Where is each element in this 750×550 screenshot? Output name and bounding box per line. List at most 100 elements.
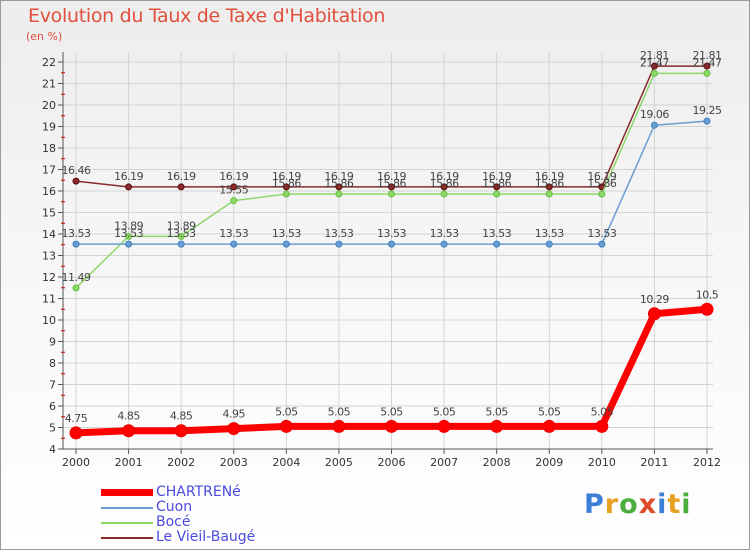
proxiti-logo: Proxiti bbox=[584, 489, 692, 520]
data-label-le-vieil-bauge: 16.19 bbox=[377, 170, 406, 183]
data-point-chartrene bbox=[647, 307, 661, 321]
data-point-boce bbox=[335, 190, 343, 198]
x-tick-label: 2004 bbox=[272, 456, 300, 469]
legend-swatch-boce bbox=[101, 522, 153, 524]
data-label-le-vieil-bauge: 21.81 bbox=[640, 49, 669, 62]
legend-label-cuon: Cuon bbox=[156, 499, 193, 515]
x-tick-label: 2006 bbox=[378, 456, 406, 469]
data-label-boce: 21.47 bbox=[693, 56, 722, 69]
data-label-boce: 15.86 bbox=[587, 177, 616, 190]
data-point-cuon bbox=[598, 240, 606, 248]
y-tick-label: 20 bbox=[42, 99, 56, 112]
logo-letter: i bbox=[681, 489, 692, 520]
data-label-boce: 13.89 bbox=[167, 219, 196, 232]
x-tick-label: 2010 bbox=[588, 456, 616, 469]
data-point-le-vieil-bauge bbox=[177, 183, 185, 191]
legend-label-chartrene: CHARTRENé bbox=[156, 484, 241, 500]
data-point-cuon bbox=[388, 240, 395, 248]
data-point-le-vieil-bauge bbox=[493, 183, 501, 191]
data-label-boce: 15.86 bbox=[535, 177, 564, 190]
data-point-chartrene bbox=[227, 422, 241, 436]
data-label-chartrene: 5.05 bbox=[328, 405, 351, 418]
data-label-chartrene: 10.5 bbox=[696, 288, 719, 301]
y-tick-label: 7 bbox=[49, 379, 56, 392]
y-tick-label: 8 bbox=[49, 357, 56, 370]
data-point-boce bbox=[177, 232, 185, 240]
data-label-le-vieil-bauge: 16.19 bbox=[430, 170, 459, 183]
data-point-boce bbox=[440, 190, 448, 198]
data-label-chartrene: 4.85 bbox=[170, 410, 193, 423]
data-label-boce: 15.86 bbox=[324, 177, 353, 190]
data-point-cuon bbox=[177, 240, 185, 248]
data-label-cuon: 13.53 bbox=[482, 227, 511, 240]
data-label-chartrene: 5.05 bbox=[433, 405, 456, 418]
x-tick-label: 2003 bbox=[220, 456, 248, 469]
data-label-le-vieil-bauge: 16.46 bbox=[62, 164, 91, 177]
x-tick-label: 2000 bbox=[62, 456, 90, 469]
data-label-cuon: 13.53 bbox=[430, 227, 459, 240]
y-tick-label: 19 bbox=[42, 121, 56, 134]
data-label-boce: 21.47 bbox=[640, 56, 669, 69]
data-point-cuon bbox=[650, 121, 658, 129]
y-tick-label: 22 bbox=[42, 56, 56, 69]
data-label-boce: 15.86 bbox=[482, 177, 511, 190]
y-tick-label: 18 bbox=[42, 142, 56, 155]
data-label-boce: 13.89 bbox=[114, 219, 143, 232]
data-label-boce: 15.86 bbox=[272, 177, 301, 190]
data-label-chartrene: 5.05 bbox=[275, 405, 298, 418]
y-tick-label: 15 bbox=[42, 207, 56, 220]
data-point-cuon bbox=[230, 240, 238, 248]
y-tick-label: 5 bbox=[49, 422, 56, 435]
data-point-le-vieil-bauge bbox=[125, 183, 133, 191]
data-label-cuon: 13.53 bbox=[272, 227, 301, 240]
data-point-cuon bbox=[125, 240, 133, 248]
logo-letter: o bbox=[619, 489, 639, 520]
data-point-cuon bbox=[335, 240, 343, 248]
data-label-cuon: 13.53 bbox=[62, 227, 91, 240]
data-label-cuon: 13.53 bbox=[535, 227, 564, 240]
x-tick-label: 2009 bbox=[535, 456, 563, 469]
data-point-le-vieil-bauge bbox=[388, 183, 395, 191]
data-point-le-vieil-bauge bbox=[440, 183, 448, 191]
y-tick-label: 21 bbox=[42, 78, 56, 91]
data-label-cuon: 13.53 bbox=[587, 227, 616, 240]
x-tick-label: 2012 bbox=[693, 456, 721, 469]
chart-title: Evolution du Taux de Taxe d'Habitation bbox=[28, 5, 386, 27]
data-point-boce bbox=[650, 69, 658, 77]
data-label-chartrene: 5.05 bbox=[380, 405, 403, 418]
legend-swatch-cuon bbox=[101, 507, 153, 509]
logo-letter: r bbox=[604, 489, 620, 520]
y-tick-label: 13 bbox=[42, 250, 56, 263]
data-label-le-vieil-bauge: 16.19 bbox=[272, 170, 301, 183]
data-point-boce bbox=[598, 190, 606, 198]
data-point-boce bbox=[282, 190, 290, 198]
data-label-le-vieil-bauge: 16.19 bbox=[219, 170, 248, 183]
legend-label-boce: Bocé bbox=[156, 514, 191, 530]
x-tick-label: 2007 bbox=[430, 456, 458, 469]
data-label-chartrene: 4.75 bbox=[65, 412, 88, 425]
data-label-boce: 15.55 bbox=[219, 184, 248, 197]
data-point-chartrene bbox=[700, 302, 714, 316]
logo-letter: P bbox=[584, 489, 605, 520]
data-point-le-vieil-bauge bbox=[703, 62, 711, 70]
data-label-le-vieil-bauge: 16.19 bbox=[482, 170, 511, 183]
data-label-cuon: 19.25 bbox=[693, 104, 722, 117]
logo-letter: t bbox=[667, 489, 682, 520]
data-label-cuon: 13.53 bbox=[324, 227, 353, 240]
y-tick-label: 4 bbox=[49, 443, 56, 456]
data-point-chartrene bbox=[69, 426, 83, 440]
data-point-chartrene bbox=[490, 419, 504, 433]
data-point-cuon bbox=[703, 117, 711, 125]
data-label-cuon: 13.53 bbox=[114, 227, 143, 240]
data-point-boce bbox=[230, 197, 238, 205]
data-point-boce bbox=[388, 190, 395, 198]
data-label-le-vieil-bauge: 16.19 bbox=[167, 170, 196, 183]
data-label-boce: 15.86 bbox=[430, 177, 459, 190]
data-label-le-vieil-bauge: 16.19 bbox=[324, 170, 353, 183]
x-tick-label: 2008 bbox=[483, 456, 511, 469]
data-point-chartrene bbox=[174, 424, 188, 438]
data-label-cuon: 19.06 bbox=[640, 108, 669, 121]
x-tick-label: 2005 bbox=[325, 456, 353, 469]
